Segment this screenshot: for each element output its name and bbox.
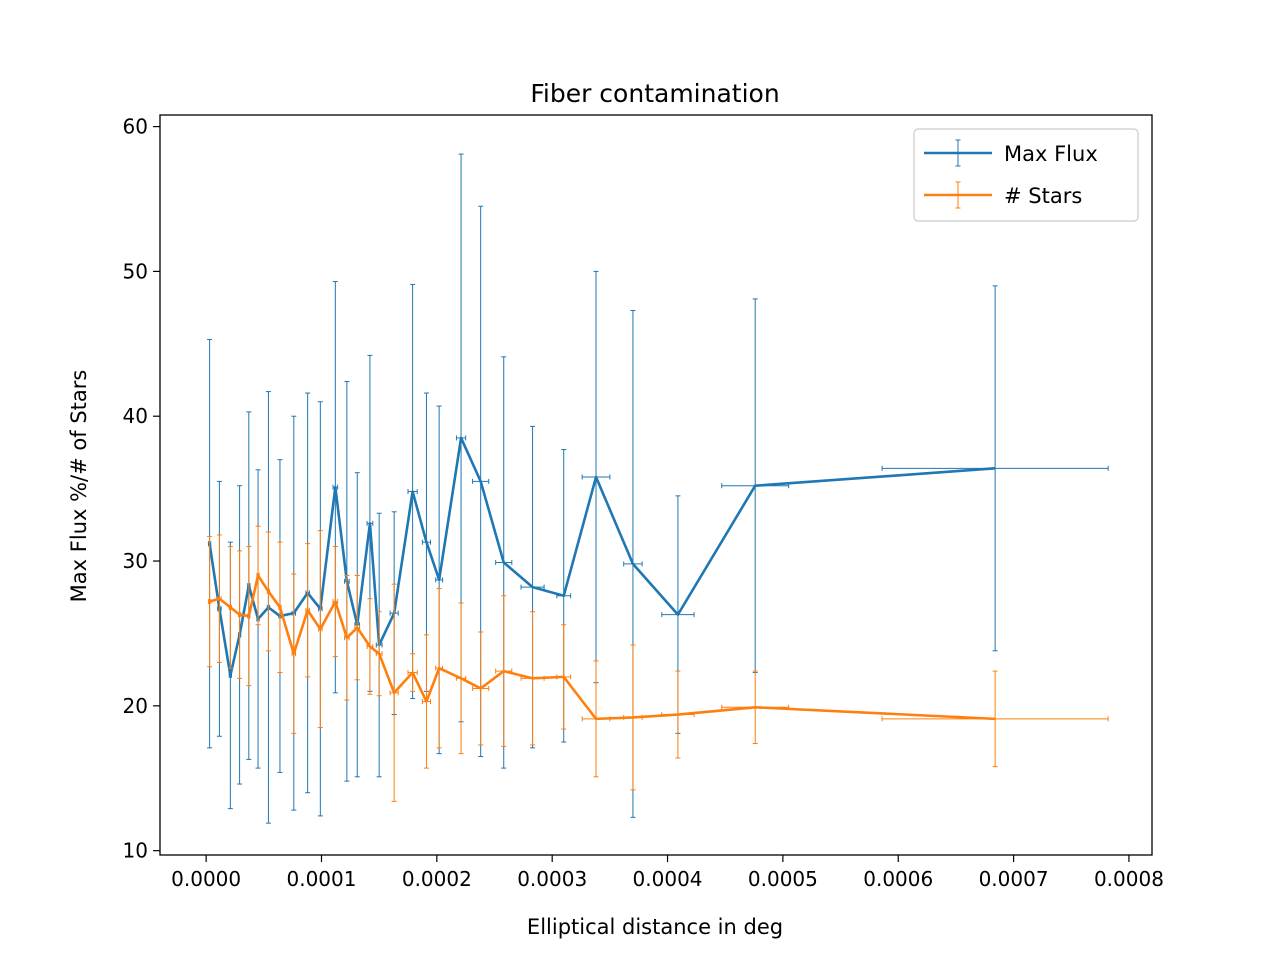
series-line — [209, 574, 996, 721]
y-tick-label: 50 — [123, 259, 148, 283]
series-line — [208, 436, 996, 677]
series-num-stars — [207, 525, 1109, 802]
chart-title: Fiber contamination — [530, 79, 779, 108]
y-tick-label: 10 — [123, 839, 148, 863]
legend-item: # Stars — [924, 181, 1082, 209]
x-axis: 0.0000 0.0001 0.0002 0.0003 0.0004 0.0005 0.00… — [171, 855, 1164, 891]
x-tick-label: 0.0000 — [171, 867, 241, 891]
legend-label: # Stars — [1004, 184, 1082, 208]
x-tick-label: 0.0005 — [748, 867, 818, 891]
axes-frame — [159, 114, 1153, 856]
y-axis: 10 20 30 40 50 60 — [123, 115, 160, 863]
y-tick-label: 60 — [123, 115, 148, 139]
y-tick-label: 40 — [123, 404, 148, 428]
x-tick-label: 0.0007 — [979, 867, 1049, 891]
legend: Max Flux # Stars — [913, 128, 1139, 222]
x-tick-label: 0.0001 — [286, 867, 356, 891]
x-tick-label: 0.0006 — [863, 867, 933, 891]
legend-item: Max Flux — [924, 139, 1098, 167]
x-axis-label: Elliptical distance in deg — [527, 915, 783, 939]
x-tick-label: 0.0004 — [633, 867, 703, 891]
y-axis-label: Max Flux %/# of Stars — [67, 370, 91, 603]
y-tick-label: 30 — [123, 549, 148, 573]
x-tick-label: 0.0003 — [517, 867, 587, 891]
series-layer — [207, 153, 1109, 824]
x-tick-label: 0.0002 — [402, 867, 472, 891]
y-tick-label: 20 — [123, 694, 148, 718]
legend-label: Max Flux — [1004, 142, 1098, 166]
x-tick-label: 0.0008 — [1094, 867, 1164, 891]
